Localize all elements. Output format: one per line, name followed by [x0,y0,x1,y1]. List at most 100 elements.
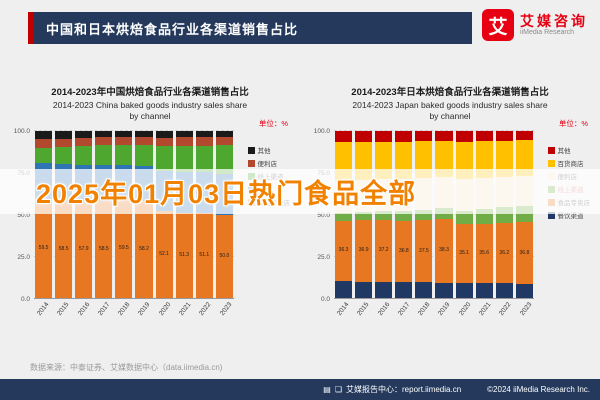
report-grid-icon: ▤ [323,385,331,394]
segment-线上渠道 [115,144,133,165]
segment-食品专卖店: 36.8 [395,220,413,283]
segment-其他 [35,131,53,139]
bar-2019: 38.3 [435,131,453,299]
data-source-note: 数据来源：中泰证券、艾媒数据中心（data.iimedia.cn) [30,363,223,372]
segment-便利店 [75,138,93,147]
y-axis-tick: 50.0 [317,212,330,220]
segment-便利店 [175,137,193,147]
segment-便利店 [115,137,133,145]
legend-swatch [247,146,255,154]
gridline [34,256,234,258]
segment-食品专卖店: 36.8 [515,222,533,284]
legend-item: 其他 [247,145,291,155]
iimedia-logo: 艾 艾媒咨询 iiMedia Research [482,9,588,41]
legend-label: 餐饮渠道 [557,213,584,221]
copyright-text: ©2024 iiMedia Research Inc. [487,385,590,394]
gridline [334,256,534,258]
segment-线上渠道 [75,146,93,165]
y-axis-tick: 25.0 [317,254,330,262]
segment-线上渠道 [155,146,173,172]
japan-plot-area: 36.3 36.9 37.2 36.8 37.5 38.3 35.1 35.6 36.2 36.8… [314,128,591,317]
segment-线上渠道 [215,145,233,174]
segment-食品专卖店: 58.5 [95,200,113,299]
segment-食品专卖店: 36.3 [335,220,353,282]
legend-label: 便利店 [257,161,278,169]
bar-2022: 51.1 [195,131,213,299]
segment-其他 [155,131,173,138]
iimedia-logo-text: 艾媒咨询 iiMedia Research [520,13,588,37]
segment-其他 [355,131,373,142]
segment-食品专卖店: 59.5 [115,198,133,299]
segment-线上渠道 [55,147,73,165]
china-chart-unit-label: 单位：% [258,119,288,128]
china-chart-title-en: 2014-2023 China baked goods industry sal… [52,100,248,110]
bar-2016: 57.9 [75,131,93,299]
japan-chart-unit-label: 单位：% [558,119,588,128]
segment-餐饮渠道 [375,281,393,299]
bar-2020: 52.1 [155,131,173,299]
legend-item: 其他 [547,145,591,155]
legend-item: 便利店 [247,158,291,169]
legend-item: 餐饮渠道 [547,210,591,221]
segment-其他 [475,131,493,142]
segment-线上渠道 [335,213,353,221]
segment-其他 [415,131,433,142]
gridline [334,130,534,132]
segment-便利店 [155,137,173,147]
china-chart-title-en2: by channel [129,110,171,121]
segment-便利店 [55,138,73,148]
x-axis-tick: 2015 [56,301,71,318]
bar-2017: 58.5 [95,131,113,299]
report-doc-icon: ❏ [334,385,343,394]
page-title: 中国和日本烘焙食品行业各渠道销售占比 [46,21,299,37]
segment-食品专卖店: 58.5 [55,200,73,299]
bar-2020: 35.1 [455,131,473,299]
bar-2018: 37.5 [415,131,433,299]
segment-其他 [455,131,473,142]
x-axis-tick: 2022 [198,301,213,318]
japan-chart-title-cn: 2014-2023年日本烘焙食品行业各渠道销售占比 [351,87,549,98]
segment-其他 [335,131,353,143]
segment-便利店 [215,136,233,146]
segment-便利店 [95,137,113,146]
segment-餐饮渠道 [335,281,353,299]
segment-线上渠道 [35,147,53,163]
segment-餐饮渠道 [475,283,493,299]
segment-食品专卖店: 51.3 [175,212,193,299]
segment-餐饮渠道 [495,283,513,299]
bar-2021: 51.3 [175,131,193,299]
segment-餐饮渠道 [355,281,373,299]
japan-chart-title-en2: by channel [429,110,471,121]
segment-其他 [395,131,413,142]
segment-食品专卖店: 57.9 [75,201,93,299]
segment-食品专卖店: 52.1 [155,211,173,299]
segment-其他 [95,131,113,138]
bar-2014: 36.3 [335,131,353,299]
segment-其他 [375,131,393,142]
segment-其他 [515,131,533,141]
bar-2014: 59.5 [35,131,53,299]
y-axis-tick: 100.0 [13,128,30,136]
segment-百货商店 [475,141,493,179]
bar-2023: 36.8 [515,131,533,299]
segment-其他 [115,131,133,138]
segment-食品专卖店: 37.5 [415,219,433,283]
segment-线上渠道 [375,211,393,220]
japan-bars: 36.3 36.9 37.2 36.8 37.5 38.3 35.1 35.6 36.2 36.8 [334,131,534,300]
segment-食品专卖店: 37.2 [375,219,393,282]
watermark-band: 2025年01月03日热门食品全部 [0,169,600,214]
page-title-bar: 中国和日本烘焙食品行业各渠道销售占比 [28,12,472,44]
segment-百货商店 [435,140,453,178]
legend-swatch [547,211,555,219]
segment-餐饮渠道 [395,282,413,299]
bar-2021: 35.6 [475,131,493,299]
segment-线上渠道 [355,211,373,220]
segment-餐饮渠道 [515,283,533,299]
japan-chart-title-en: 2014-2023 Japan baked goods industry sal… [352,100,548,110]
segment-线上渠道 [415,209,433,220]
x-axis-tick: 2022 [498,301,513,318]
segment-餐饮渠道 [415,282,433,299]
bar-2023: 50.0 [215,131,233,299]
x-axis-tick: 2016 [376,301,392,318]
segment-食品专卖店: 36.9 [355,219,373,282]
